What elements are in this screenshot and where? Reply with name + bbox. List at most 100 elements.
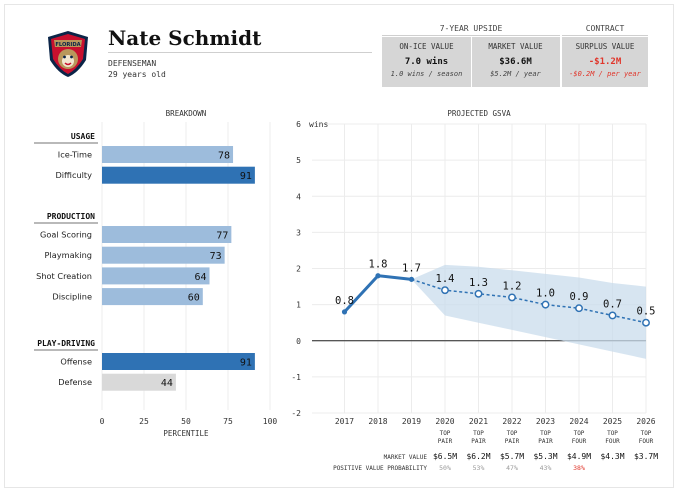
breakdown-title: BREAKDOWN — [165, 109, 207, 118]
gsva-positive-value-probability: 53% — [473, 464, 485, 472]
gsva-y-tick-label: 3 — [296, 228, 301, 237]
team-logo-icon: FLORIDA — [48, 31, 88, 77]
gsva-projected-point — [508, 293, 516, 302]
gsva-data-label: 0.9 — [570, 291, 589, 303]
gsva-tier-label-line1: TOP — [473, 430, 484, 437]
gsva-tier-label-line2: FOUR — [639, 438, 654, 445]
breakdown-group-label: PLAY-DRIVING — [37, 339, 95, 348]
breakdown-bar-label: Ice-Time — [58, 150, 92, 160]
upside-group-label: 7-YEAR UPSIDE — [439, 24, 503, 33]
breakdown-bar-label: Playmaking — [45, 250, 92, 260]
gsva-y-tick-label: -1 — [291, 373, 301, 382]
gsva-data-label: 0.8 — [335, 295, 354, 307]
gsva-y-tick-label: 6 — [296, 120, 301, 129]
breakdown-bar — [102, 166, 255, 184]
gsva-tier-label-line1: TOP — [607, 430, 618, 437]
gsva-positive-value-probability: 50% — [439, 464, 451, 472]
gsva-projection-band — [411, 264, 646, 359]
gsva-market-value: $5.7M — [500, 452, 524, 461]
upside-separator — [471, 37, 472, 87]
gsva-y-tick-label: 1 — [296, 301, 301, 310]
gsva-y-tick-label: -2 — [291, 409, 301, 418]
breakdown-bar — [102, 246, 225, 264]
breakdown-group-label: PRODUCTION — [47, 212, 95, 221]
gsva-market-value: $4.9M — [567, 452, 591, 461]
surplus-value-label: SURPLUS VALUE — [575, 42, 635, 51]
gsva-projected-point — [441, 286, 449, 295]
gsva-market-value: $5.3M — [533, 452, 557, 461]
breakdown-bar-value: 73 — [210, 251, 222, 262]
projection-title: PROJECTED GSVA — [447, 109, 511, 118]
gsva-tier-label-line2: PAIR — [538, 438, 553, 445]
gsva-x-tick-label: 2024 — [569, 417, 588, 426]
breakdown-bar-value: 60 — [188, 293, 200, 304]
upside-rule — [382, 35, 560, 36]
gsva-tier-label-line2: PAIR — [438, 438, 453, 445]
gsva-historical-point — [341, 309, 348, 315]
contract-group-label: CONTRACT — [585, 24, 625, 33]
gsva-projected-point — [474, 289, 483, 298]
contract-box — [562, 37, 648, 87]
gsva-tier-label-line1: TOP — [641, 430, 652, 437]
surplus-value-per-year: -$0.2M / per year — [569, 70, 641, 78]
gsva-x-tick-label: 2017 — [335, 417, 354, 426]
gsva-historical-point — [408, 276, 415, 282]
player-age: 29 years old — [108, 70, 166, 79]
contract-rule — [562, 35, 648, 36]
gsva-tier-label-line2: PAIR — [471, 438, 486, 445]
on-ice-value-label: ON-ICE VALUE — [399, 42, 454, 51]
gsva-data-label: 1.4 — [436, 273, 455, 285]
gsva-projected-point — [541, 300, 550, 309]
card-frame — [4, 4, 674, 488]
surplus-value: -$1.2M — [588, 57, 622, 67]
gsva-market-value: $6.5M — [433, 452, 457, 461]
breakdown-bar-label: Goal Scoring — [40, 230, 92, 240]
gsva-market-value: $3.7M — [634, 452, 658, 461]
player-name: Nate Schmidt — [108, 26, 262, 50]
market-value-label: MARKET VALUE — [488, 42, 543, 51]
gsva-tier-label-line1: TOP — [574, 430, 585, 437]
gsva-data-label: 1.2 — [503, 280, 522, 292]
breakdown-x-tick-label: 75 — [223, 417, 233, 426]
breakdown-x-tick-label: 25 — [139, 417, 149, 426]
breakdown-x-tick-label: 100 — [263, 417, 278, 426]
gsva-x-tick-label: 2025 — [603, 417, 622, 426]
breakdown-bar — [102, 373, 176, 391]
gsva-projected-point — [575, 304, 583, 313]
gsva-x-tick-label: 2021 — [469, 417, 488, 426]
market-value: $36.6M — [499, 57, 532, 67]
gsva-y-tick-label: 2 — [296, 265, 301, 274]
probability-row-label: POSITIVE VALUE PROBABILITY — [333, 465, 427, 472]
breakdown-bar-label: Offense — [60, 357, 92, 367]
breakdown-bar-value: 91 — [240, 358, 252, 369]
gsva-x-tick-label: 2023 — [536, 417, 555, 426]
gsva-data-label: 1.7 — [402, 262, 421, 274]
breakdown-bar-value: 44 — [161, 378, 173, 389]
market-value-row-label: MARKET VALUE — [384, 454, 428, 461]
gsva-positive-value-probability: 43% — [540, 464, 552, 472]
gsva-tier-label-line1: TOP — [540, 430, 551, 437]
gsva-historical-point — [375, 273, 381, 279]
breakdown-group-label: USAGE — [71, 132, 95, 141]
gsva-data-label: 0.7 — [603, 298, 622, 310]
on-ice-value: 7.0 wins — [404, 57, 449, 67]
breakdown-bar-value: 64 — [194, 272, 206, 283]
gsva-projected-point — [642, 318, 650, 327]
breakdown-bar-label: Defense — [58, 377, 92, 387]
gsva-positive-value-probability: 47% — [506, 464, 518, 472]
breakdown-bar — [102, 288, 203, 306]
gsva-x-tick-label: 2019 — [402, 417, 421, 426]
gsva-data-label: 0.5 — [637, 306, 656, 318]
on-ice-value-per-season: 1.0 wins / season — [390, 70, 463, 78]
gsva-x-tick-label: 2022 — [502, 417, 521, 426]
svg-text:FLORIDA: FLORIDA — [55, 42, 80, 48]
gsva-y-tick-label: 5 — [296, 156, 301, 165]
gsva-positive-value-probability: 38% — [573, 464, 585, 472]
breakdown-bar-value: 91 — [240, 171, 252, 182]
player-position: DEFENSEMAN — [108, 59, 157, 68]
gsva-tier-label-line2: FOUR — [572, 438, 587, 445]
gsva-data-label: 1.0 — [536, 288, 555, 300]
breakdown-bar — [102, 267, 210, 285]
gsva-market-value: $4.3M — [600, 452, 624, 461]
